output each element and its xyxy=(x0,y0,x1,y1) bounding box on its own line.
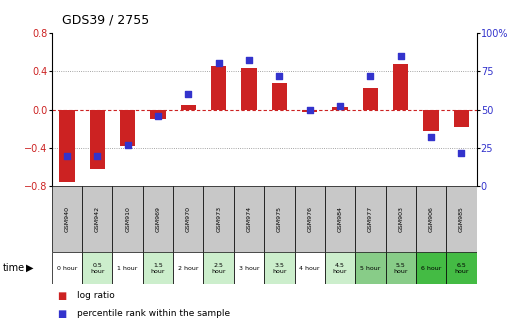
Bar xyxy=(82,186,112,252)
Bar xyxy=(211,66,226,110)
Point xyxy=(397,53,405,59)
Point xyxy=(366,73,375,78)
Point xyxy=(93,153,102,158)
Bar xyxy=(120,110,135,146)
Bar xyxy=(423,110,439,131)
Text: GSM984: GSM984 xyxy=(338,206,342,232)
Text: 3.5
hour: 3.5 hour xyxy=(272,263,286,274)
Text: 0.5
hour: 0.5 hour xyxy=(90,263,105,274)
Bar xyxy=(90,110,105,169)
Text: 1.5
hour: 1.5 hour xyxy=(151,263,165,274)
Bar xyxy=(150,110,166,119)
Text: GSM942: GSM942 xyxy=(95,206,100,232)
Text: GSM977: GSM977 xyxy=(368,206,373,232)
Text: GSM903: GSM903 xyxy=(398,206,403,232)
Bar xyxy=(204,186,234,252)
Bar xyxy=(416,252,446,284)
Text: GSM910: GSM910 xyxy=(125,206,130,232)
Text: 5 hour: 5 hour xyxy=(360,266,381,271)
Point xyxy=(123,142,132,147)
Text: GSM970: GSM970 xyxy=(186,206,191,232)
Text: 5.5
hour: 5.5 hour xyxy=(394,263,408,274)
Bar xyxy=(393,64,408,110)
Point xyxy=(306,107,314,112)
Text: log ratio: log ratio xyxy=(77,291,114,300)
Text: 6.5
hour: 6.5 hour xyxy=(454,263,469,274)
Text: GSM975: GSM975 xyxy=(277,206,282,232)
Bar xyxy=(325,186,355,252)
Point xyxy=(184,92,193,97)
Bar xyxy=(234,252,264,284)
Text: GSM985: GSM985 xyxy=(459,206,464,232)
Text: ■: ■ xyxy=(57,309,66,319)
Bar xyxy=(181,105,196,110)
Text: 0 hour: 0 hour xyxy=(57,266,77,271)
Text: GSM974: GSM974 xyxy=(247,206,252,232)
Text: 4.5
hour: 4.5 hour xyxy=(333,263,347,274)
Bar xyxy=(234,186,264,252)
Bar xyxy=(295,252,325,284)
Bar xyxy=(173,186,204,252)
Bar xyxy=(325,252,355,284)
Bar xyxy=(272,83,287,110)
Bar xyxy=(264,252,295,284)
Point xyxy=(245,58,253,63)
Text: GSM976: GSM976 xyxy=(307,206,312,232)
Bar xyxy=(416,186,446,252)
Point xyxy=(214,61,223,66)
Point xyxy=(275,73,283,78)
Bar xyxy=(302,110,317,112)
Text: time: time xyxy=(3,263,25,273)
Bar xyxy=(264,186,295,252)
Bar xyxy=(52,186,82,252)
Text: ▶: ▶ xyxy=(26,263,33,273)
Text: GSM940: GSM940 xyxy=(64,206,69,232)
Bar xyxy=(52,252,82,284)
Point xyxy=(336,104,344,109)
Text: GSM973: GSM973 xyxy=(216,206,221,232)
Bar xyxy=(446,186,477,252)
Bar xyxy=(333,107,348,110)
Bar xyxy=(204,252,234,284)
Text: ■: ■ xyxy=(57,291,66,301)
Bar xyxy=(355,186,385,252)
Text: 6 hour: 6 hour xyxy=(421,266,441,271)
Text: GSM906: GSM906 xyxy=(428,206,434,232)
Bar xyxy=(385,186,416,252)
Bar xyxy=(454,110,469,127)
Point xyxy=(154,113,162,118)
Text: percentile rank within the sample: percentile rank within the sample xyxy=(77,309,230,318)
Text: 1 hour: 1 hour xyxy=(118,266,138,271)
Bar xyxy=(112,186,143,252)
Bar xyxy=(355,252,385,284)
Point xyxy=(427,135,435,140)
Bar xyxy=(446,252,477,284)
Text: 2 hour: 2 hour xyxy=(178,266,198,271)
Text: 3 hour: 3 hour xyxy=(239,266,260,271)
Bar xyxy=(82,252,112,284)
Text: 2.5
hour: 2.5 hour xyxy=(211,263,226,274)
Text: GDS39 / 2755: GDS39 / 2755 xyxy=(62,13,149,26)
Bar xyxy=(241,68,256,110)
Bar xyxy=(295,186,325,252)
Bar xyxy=(143,252,173,284)
Text: GSM969: GSM969 xyxy=(155,206,161,232)
Point xyxy=(457,150,466,155)
Bar xyxy=(385,252,416,284)
Bar xyxy=(60,110,75,181)
Bar xyxy=(173,252,204,284)
Bar xyxy=(143,186,173,252)
Text: 4 hour: 4 hour xyxy=(299,266,320,271)
Point xyxy=(63,153,71,158)
Bar xyxy=(363,88,378,110)
Bar xyxy=(112,252,143,284)
